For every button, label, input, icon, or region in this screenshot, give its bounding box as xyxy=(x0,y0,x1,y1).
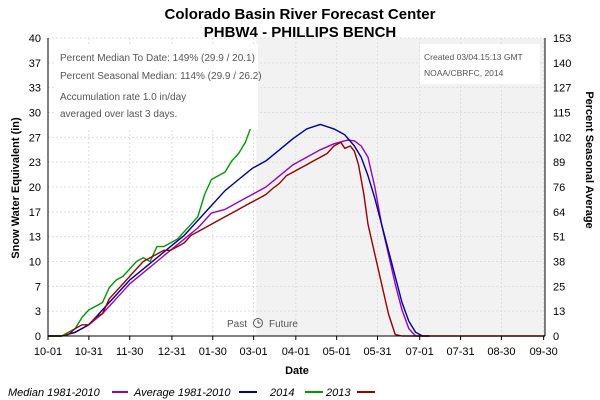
x-tick-label: 03-01 xyxy=(240,346,268,358)
y-axis-right-ticks: 0 13 25 38 51 64 76 89 102 115 127 140 153 xyxy=(553,33,571,343)
y-axis-title: Snow Water Equivalent (in) xyxy=(10,117,22,259)
legend-label: Average 1981-2010 xyxy=(133,387,231,399)
note-accum-line1: Accumulation rate 1.0 in/day xyxy=(60,92,186,103)
y-tick-label: 13 xyxy=(29,232,41,244)
note-accum-line2: averaged over last 3 days. xyxy=(60,109,177,120)
y-tick-label: 20 xyxy=(29,182,41,194)
x-axis-title: Date xyxy=(285,365,309,377)
past-label: Past xyxy=(227,319,247,330)
y-tick-label: 40 xyxy=(29,33,41,45)
y2-tick-label: 38 xyxy=(553,257,565,269)
legend-label: Median 1981-2010 xyxy=(8,387,101,399)
created-box xyxy=(420,44,540,84)
x-tick-label: 12-31 xyxy=(158,346,186,358)
clock-icon xyxy=(253,318,263,328)
series-line-1 xyxy=(48,123,430,337)
chart-title: Colorado Basin River Forecast Center xyxy=(165,6,436,23)
y2-tick-label: 115 xyxy=(553,108,571,120)
y-tick-label: 23 xyxy=(29,157,41,169)
note-source: NOAA/CBRFC, 2014 xyxy=(424,68,504,78)
x-tick-label: 10-31 xyxy=(75,346,103,358)
y2-tick-label: 25 xyxy=(553,281,565,293)
y2-axis-title: Percent Seasonal Average xyxy=(583,91,595,228)
x-tick-label: 08-30 xyxy=(487,346,515,358)
y-tick-label: 33 xyxy=(29,83,41,95)
y2-tick-label: 64 xyxy=(553,207,565,219)
y2-tick-label: 0 xyxy=(553,331,559,343)
y-tick-label: 7 xyxy=(35,281,41,293)
notes-box xyxy=(55,44,258,129)
x-tick-label: 05-31 xyxy=(363,346,391,358)
y2-tick-label: 76 xyxy=(553,182,565,194)
y2-tick-label: 153 xyxy=(553,33,571,45)
y2-tick-label: 51 xyxy=(553,232,565,244)
y-tick-label: 10 xyxy=(29,257,41,269)
x-tick-label: 04-01 xyxy=(282,346,310,358)
series-line-3 xyxy=(48,141,545,337)
note-percent-median: Percent Median To Date: 149% (29.9 / 20.… xyxy=(60,53,255,64)
future-label: Future xyxy=(269,319,298,330)
legend-label: 2013 xyxy=(325,387,351,399)
y-tick-label: 3 xyxy=(35,306,41,318)
y-tick-label: 17 xyxy=(29,207,41,219)
note-created: Created 03/04.15:13 GMT xyxy=(424,52,523,62)
x-axis-ticks: 10-01 10-31 11-30 12-31 01-30 03-01 04-01 05-01… xyxy=(34,336,558,358)
series-line-2 xyxy=(48,108,257,337)
x-tick-label: 10-01 xyxy=(34,346,62,358)
legend: Median 1981-2010 Average 1981-2010 2014 201… xyxy=(8,387,375,399)
x-tick-label: 07-01 xyxy=(406,346,434,358)
chart-subtitle: PHBW4 - PHILLIPS BENCH xyxy=(204,24,397,41)
y-tick-label: 0 xyxy=(35,331,41,343)
x-tick-label: 05-01 xyxy=(323,346,351,358)
y-tick-label: 27 xyxy=(29,132,41,144)
y-tick-label: 30 xyxy=(29,108,41,120)
y2-tick-label: 140 xyxy=(553,58,571,70)
x-tick-label: 01-30 xyxy=(199,346,227,358)
x-tick-label: 11-30 xyxy=(116,346,143,358)
note-percent-seasonal: Percent Seasonal Median: 114% (29.9 / 26… xyxy=(60,71,262,82)
axes xyxy=(47,38,546,337)
y2-tick-label: 89 xyxy=(553,157,565,169)
y2-tick-label: 127 xyxy=(553,83,571,95)
y-tick-label: 37 xyxy=(29,58,41,70)
legend-label: 2014 xyxy=(269,387,294,399)
series-layer xyxy=(48,108,545,337)
x-tick-label: 07-31 xyxy=(447,346,475,358)
y2-tick-label: 102 xyxy=(553,132,571,144)
x-tick-label: 09-30 xyxy=(530,346,558,358)
y2-tick-label: 13 xyxy=(553,306,565,318)
